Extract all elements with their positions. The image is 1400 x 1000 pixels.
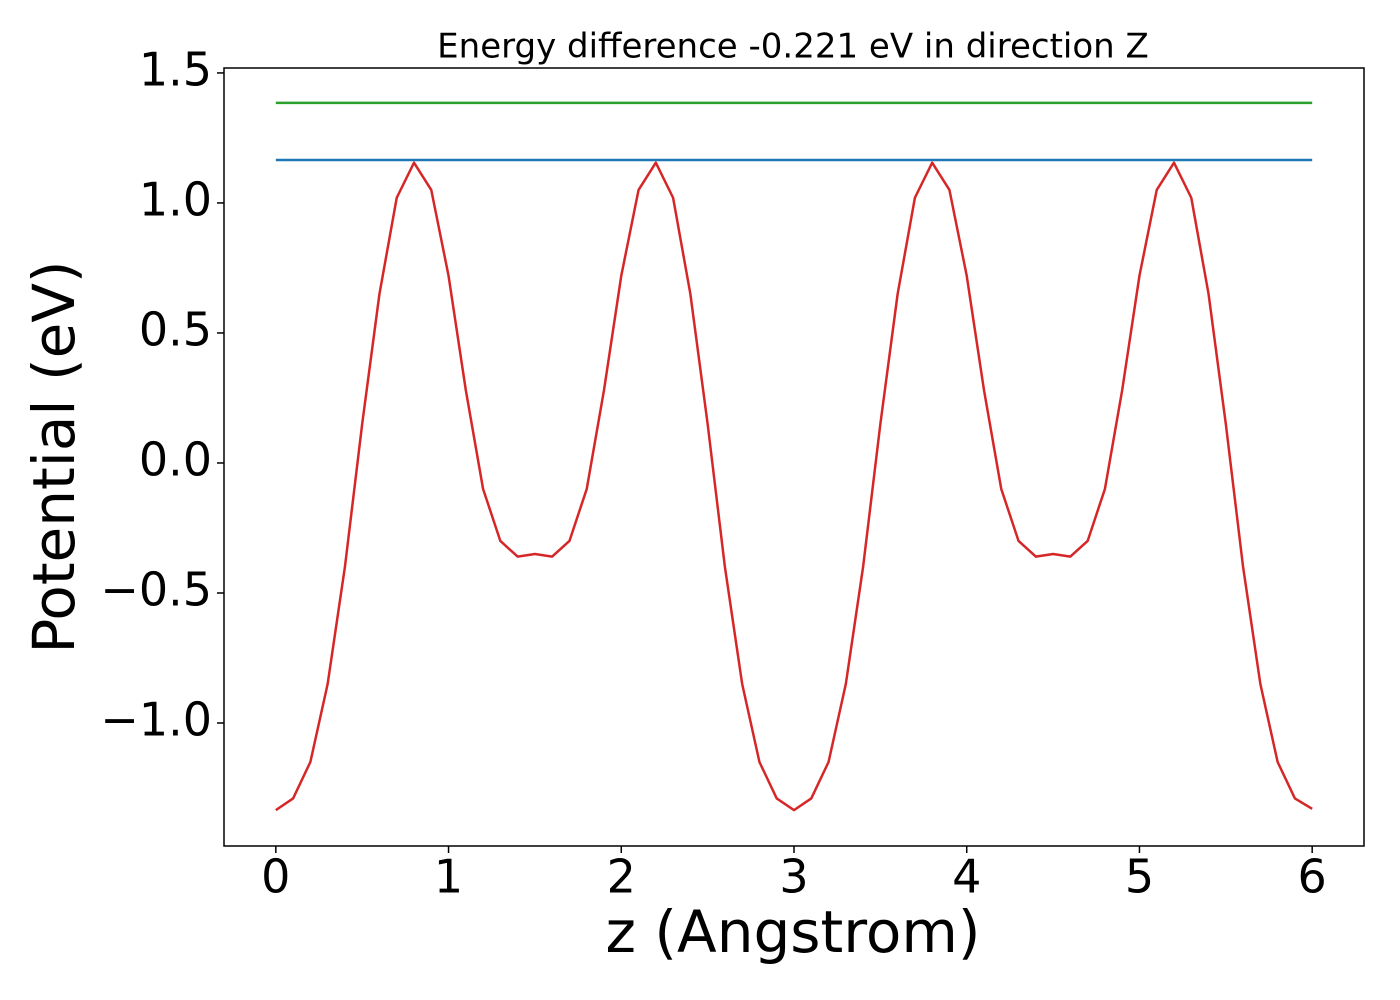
- y-tick-label: 0.0: [139, 432, 212, 486]
- y-tick-label: 1.5: [139, 42, 212, 96]
- x-tick-label: 0: [261, 850, 290, 904]
- y-tick-label: 0.5: [139, 302, 212, 356]
- chart-title: Energy difference -0.221 eV in direction…: [437, 27, 1149, 67]
- y-axis-label: Potential (eV): [20, 260, 88, 653]
- x-tick-label: 1: [434, 850, 463, 904]
- plot-frame: [223, 67, 1365, 847]
- x-tick-label: 6: [1298, 850, 1327, 904]
- x-tick-label: 2: [607, 850, 636, 904]
- x-tick-label: 3: [779, 850, 808, 904]
- y-tick-label: −1.0: [100, 693, 212, 747]
- x-tick-label: 5: [1125, 850, 1154, 904]
- data-line: [275, 161, 1313, 812]
- x-tick-label: 4: [952, 850, 981, 904]
- y-tick-label: −0.5: [100, 562, 212, 616]
- x-axis-label: z (Angstrom): [606, 898, 981, 966]
- y-tick-label: 1.0: [139, 172, 212, 226]
